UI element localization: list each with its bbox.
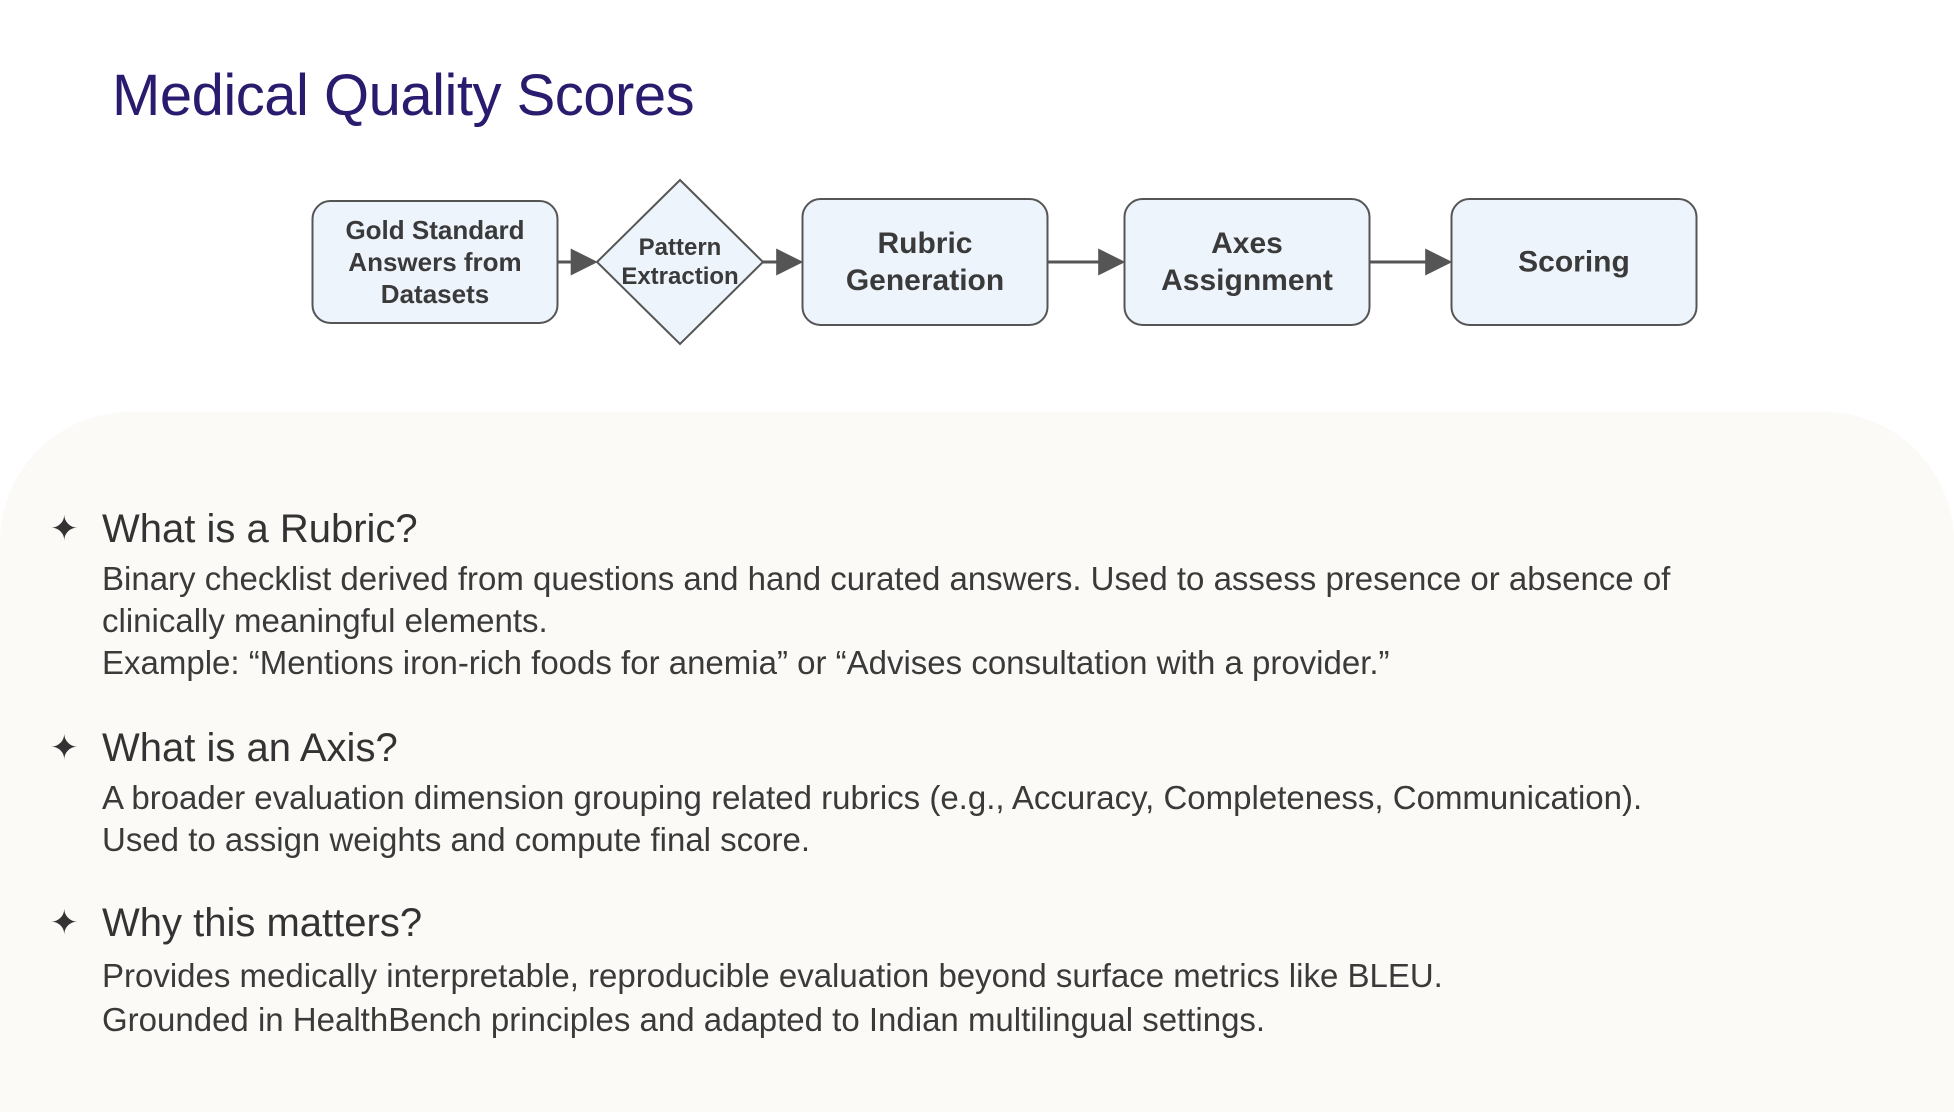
page-title: Medical Quality Scores — [112, 63, 695, 128]
flow-node-shape — [595, 178, 765, 346]
section-body: Provides medically interpretable, reprod… — [102, 954, 1900, 1042]
flow-node-shape — [1450, 198, 1698, 326]
body-line: clinically meaningful elements. — [102, 602, 548, 639]
section-rubric: ✦ What is a Rubric? Binary checklist der… — [50, 504, 1900, 684]
flow-node-shape — [311, 200, 559, 324]
flow-node-scoring: Scoring — [1450, 198, 1698, 326]
four-point-star-icon: ✦ — [50, 729, 79, 767]
section-heading: What is a Rubric? — [102, 506, 418, 551]
body-line: Grounded in HealthBench principles and a… — [102, 1001, 1266, 1038]
content-panel — [0, 412, 1954, 1112]
flow-node-label: Gold Standard — [345, 215, 524, 245]
section-axis: ✦ What is an Axis? A broader evaluation … — [50, 723, 1900, 861]
body-line: Provides medically interpretable, reprod… — [102, 957, 1443, 994]
flow-node-axes: Axes Assignment — [1123, 198, 1371, 326]
flow-node-label: Pattern — [639, 234, 722, 261]
flow-node-label: Extraction — [621, 263, 738, 290]
body-line: A broader evaluation dimension grouping … — [102, 779, 1643, 816]
section-heading: Why this matters? — [102, 900, 423, 945]
four-point-star-icon: ✦ — [50, 510, 79, 548]
section-body: A broader evaluation dimension grouping … — [102, 777, 1900, 861]
flow-node-shape — [1123, 198, 1371, 326]
four-point-star-icon: ✦ — [50, 904, 79, 942]
flow-node-label: Scoring — [1518, 246, 1630, 279]
flow-node-rubric: Rubric Generation — [801, 198, 1049, 326]
flow-node-label: Answers from — [348, 247, 521, 277]
flow-node-label: Datasets — [381, 279, 489, 309]
section-heading: What is an Axis? — [102, 725, 398, 770]
flow-node-label: Assignment — [1161, 264, 1333, 297]
flow-node-label: Axes — [1211, 227, 1283, 260]
flow-node-label: Generation — [846, 264, 1004, 297]
section-why: ✦ Why this matters? Provides medically i… — [50, 898, 1900, 1042]
section-body: Binary checklist derived from questions … — [102, 558, 1900, 684]
body-line: Used to assign weights and compute final… — [102, 821, 811, 858]
flow-node-label: Rubric — [877, 227, 972, 260]
flow-node-shape — [801, 198, 1049, 326]
body-line: Binary checklist derived from questions … — [102, 560, 1671, 597]
body-line: Example: “Mentions iron-rich foods for a… — [102, 644, 1390, 681]
